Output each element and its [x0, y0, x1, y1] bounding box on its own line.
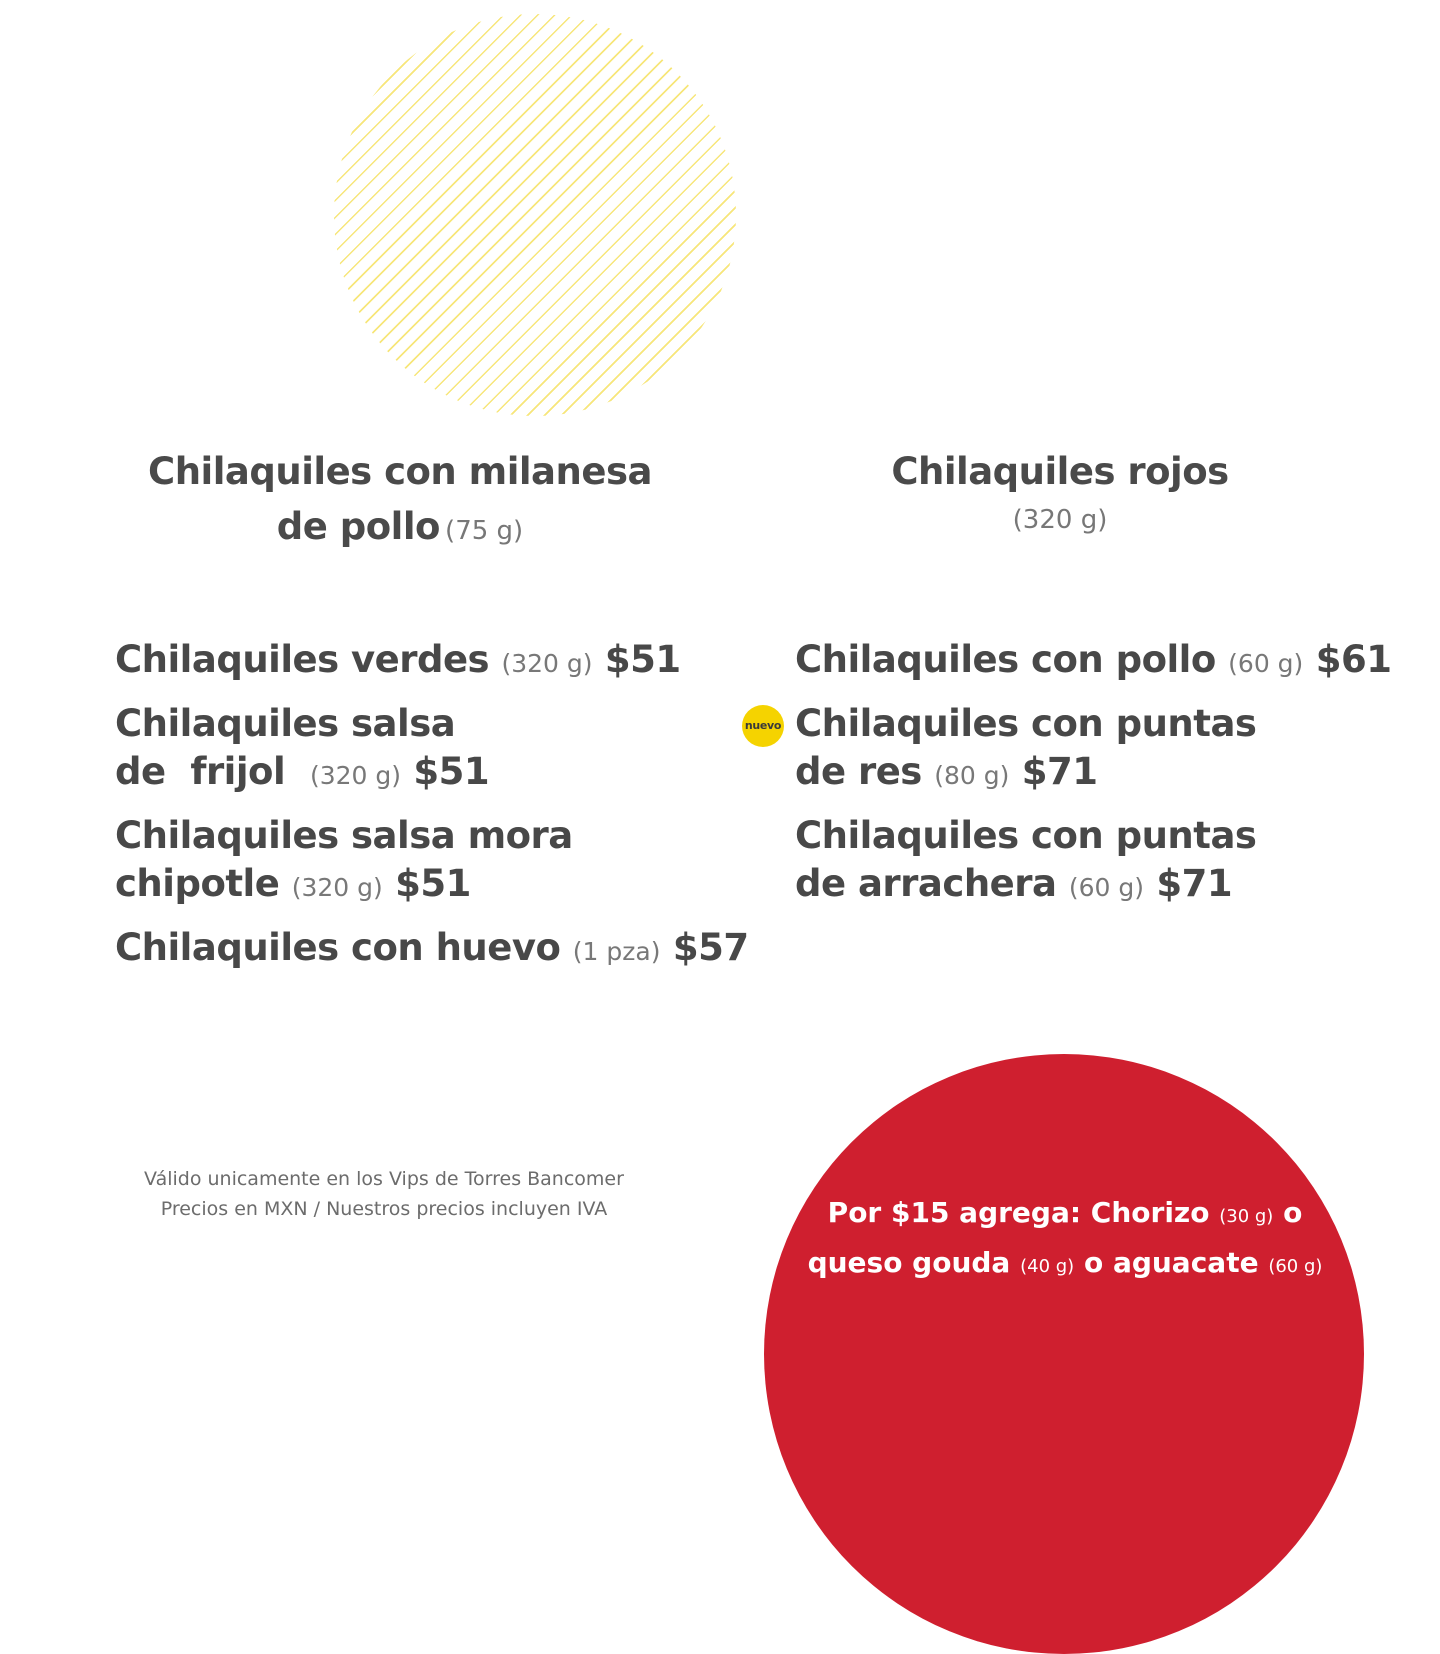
item-weight: (320 g) — [501, 649, 593, 678]
menu-item-pollo: Chilaquiles con pollo (60 g) $61 — [795, 636, 1392, 688]
addon-weight-1: (30 g) — [1219, 1206, 1274, 1227]
item-weight: (60 g) — [1228, 649, 1304, 678]
menu-item-verdes: Chilaquiles verdes (320 g) $51 — [115, 636, 681, 688]
item-name: Chilaquiles con puntas — [795, 702, 1257, 745]
legal-note: Válido unicamente en los Vips de Torres … — [84, 1164, 684, 1224]
item-weight: (320 g) — [309, 761, 401, 790]
item-name: Chilaquiles con huevo — [115, 926, 561, 969]
addon-red-circle — [764, 1054, 1364, 1654]
item-weight: (320 g) — [291, 873, 383, 902]
addon-text-2: queso gouda — [807, 1246, 1011, 1279]
menu-item-mora-chipotle: Chilaquiles salsa mora chipotle (320 g) … — [115, 812, 573, 912]
item-name: Chilaquiles con milanesa — [148, 450, 652, 493]
item-name-line2: de arrachera — [795, 862, 1057, 905]
item-name: Chilaquiles salsa mora — [115, 814, 573, 857]
decorative-hatched-circle — [334, 14, 736, 416]
menu-item-puntas-res: Chilaquiles con puntas de res (80 g) $71 — [795, 700, 1257, 800]
addon-weight-3: (60 g) — [1268, 1256, 1323, 1277]
item-price: $51 — [604, 638, 681, 681]
item-weight: (60 g) — [1068, 873, 1145, 902]
item-weight: (75 g) — [445, 516, 524, 546]
addon-weight-2: (40 g) — [1020, 1256, 1075, 1277]
addon-text-3: o aguacate — [1083, 1246, 1259, 1279]
item-name-line2: de pollo — [276, 505, 441, 548]
item-price: $61 — [1315, 638, 1392, 681]
addon-offer: Por $15 agrega: Chorizo (30 g) o queso g… — [770, 1190, 1360, 1290]
menu-item-frijol: Chilaquiles salsa de frijol (320 g) $51 — [115, 700, 490, 800]
item-name: Chilaquiles con pollo — [795, 638, 1216, 681]
addon-text-1: Por $15 agrega: Chorizo — [827, 1196, 1210, 1229]
item-name-line2: chipotle — [115, 862, 280, 905]
legal-line-2: Precios en MXN / Nuestros precios incluy… — [160, 1198, 608, 1220]
item-name: Chilaquiles verdes — [115, 638, 490, 681]
menu-item-puntas-arrachera: Chilaquiles con puntas de arrachera (60 … — [795, 812, 1257, 912]
menu-item-huevo: Chilaquiles con huevo (1 pza) $57 — [115, 924, 749, 976]
item-weight: (80 g) — [934, 761, 1010, 790]
item-name-line2: de frijol — [115, 750, 298, 793]
item-name-line2: de res — [795, 750, 922, 793]
item-price: $51 — [395, 862, 471, 905]
addon-or-1: o — [1283, 1196, 1303, 1229]
new-badge: nuevo — [742, 705, 784, 747]
item-name: Chilaquiles con puntas — [795, 814, 1257, 857]
item-name: Chilaquiles rojos — [891, 450, 1229, 493]
legal-line-1: Válido unicamente en los Vips de Torres … — [144, 1168, 624, 1190]
item-price: $71 — [1156, 862, 1233, 905]
featured-item-milanesa: Chilaquiles con milanesa de pollo (75 g) — [120, 448, 680, 558]
item-name: Chilaquiles salsa — [115, 702, 456, 745]
item-weight: (1 pza) — [572, 937, 661, 966]
item-price: $71 — [1021, 750, 1098, 793]
item-price: $57 — [672, 926, 749, 969]
item-weight: (320 g) — [1012, 505, 1108, 535]
item-price: $51 — [413, 750, 490, 793]
featured-item-rojos: Chilaquiles rojos (320 g) — [830, 448, 1290, 537]
